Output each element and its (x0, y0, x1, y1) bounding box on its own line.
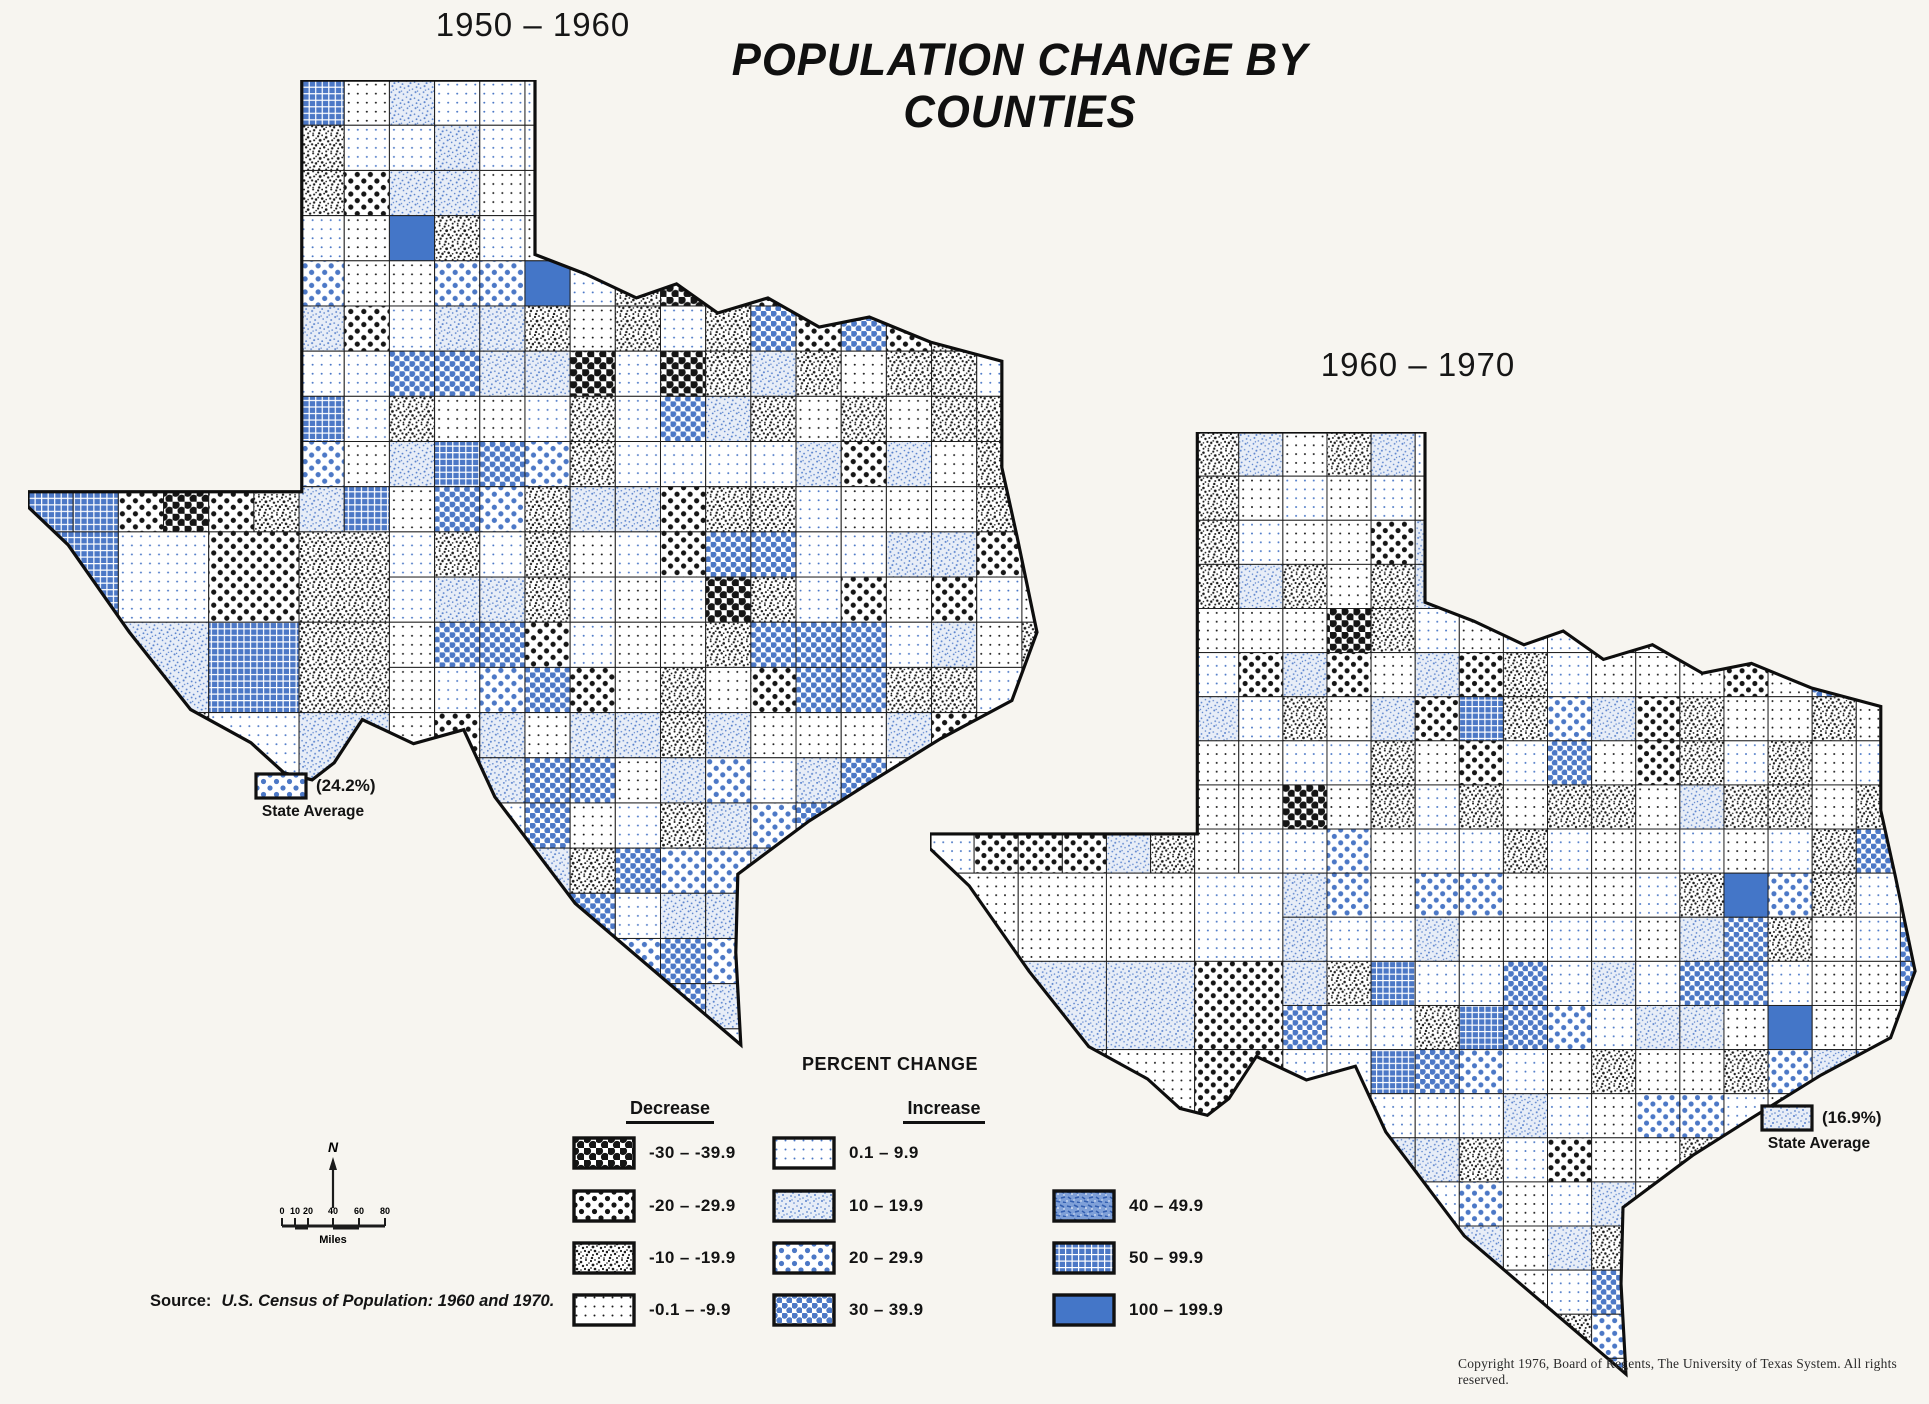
svg-text:10: 10 (290, 1206, 300, 1216)
legend-range-label: 30 – 39.9 (849, 1300, 924, 1319)
legend-row: -0.1 – -9.9 (572, 1293, 731, 1327)
state-average-swatch (1760, 1104, 1814, 1132)
legend-row: 0.1 – 9.9 (772, 1136, 919, 1170)
legend-range-label: 100 – 199.9 (1129, 1300, 1224, 1319)
scale-unit-label: Miles (319, 1234, 347, 1246)
state-average-value: (16.9%) (1822, 1108, 1882, 1127)
source-line: Source: U.S. Census of Population: 1960 a… (150, 1292, 554, 1311)
legend-row: -30 – -39.9 (572, 1136, 736, 1170)
state-average-value: (24.2%) (316, 776, 376, 795)
legend-range-label: 10 – 19.9 (849, 1196, 924, 1215)
legend-row: 100 – 199.9 (1052, 1293, 1223, 1327)
scale-bar: 0 10 20 40 60 80 Miles (279, 1206, 390, 1246)
state-average-caption: State Average (1767, 1135, 1871, 1152)
legend-row: -10 – -19.9 (572, 1241, 736, 1275)
svg-text:0: 0 (279, 1206, 284, 1216)
svg-text:60: 60 (354, 1206, 364, 1216)
legend-range-label: 50 – 99.9 (1129, 1248, 1204, 1267)
period-label-1960-1970: 1960 – 1970 (1320, 346, 1516, 383)
legend-range-label: -30 – -39.9 (649, 1143, 736, 1162)
svg-text:40: 40 (328, 1206, 338, 1216)
svg-text:20: 20 (303, 1206, 313, 1216)
legend-row: 40 – 49.9 (1052, 1189, 1204, 1223)
legend-row: 30 – 39.9 (772, 1293, 924, 1327)
legend-range-label: -20 – -29.9 (649, 1196, 736, 1215)
legend-row: -20 – -29.9 (572, 1189, 736, 1223)
legend-range-label: 20 – 29.9 (849, 1248, 924, 1267)
legend-row: 20 – 29.9 (772, 1241, 924, 1275)
legend-range-label: 0.1 – 9.9 (849, 1143, 919, 1162)
legend-range-label: 40 – 49.9 (1129, 1196, 1204, 1215)
legend-range-label: -10 – -19.9 (649, 1248, 736, 1267)
legend-row: 10 – 19.9 (772, 1189, 924, 1223)
page-title: POPULATION CHANGE BY COUNTIES (731, 34, 1309, 137)
north-arrow-icon (329, 1157, 337, 1170)
period-label-1950-1960: 1950 – 1960 (435, 6, 631, 43)
texas-county-map-1960-1970 (930, 432, 1917, 1376)
legend-increase-header: Increase (874, 1098, 1014, 1124)
compass-and-scale-bar: N 0 10 20 40 60 80 Miles (279, 1139, 390, 1246)
state-average-swatch (254, 772, 308, 800)
north-label: N (328, 1139, 339, 1155)
legend-row: 50 – 99.9 (1052, 1241, 1204, 1275)
source-prefix: Source: (150, 1292, 212, 1310)
state-average-1950-1960: (24.2%) State Average (254, 772, 404, 821)
svg-text:80: 80 (380, 1206, 390, 1216)
state-average-1960-1970: (16.9%) State Average (1760, 1104, 1910, 1153)
state-average-caption: State Average (261, 803, 365, 820)
legend-range-label: -0.1 – -9.9 (649, 1300, 731, 1319)
source-text: U.S. Census of Population: 1960 and 1970… (221, 1292, 555, 1310)
copyright-line: Copyright 1976, Board of Regents, The Un… (1458, 1356, 1897, 1387)
legend-decrease-header: Decrease (600, 1098, 740, 1124)
texas-county-map-1950-1960 (28, 80, 1039, 1047)
legend-title: PERCENT CHANGE (801, 1054, 978, 1074)
